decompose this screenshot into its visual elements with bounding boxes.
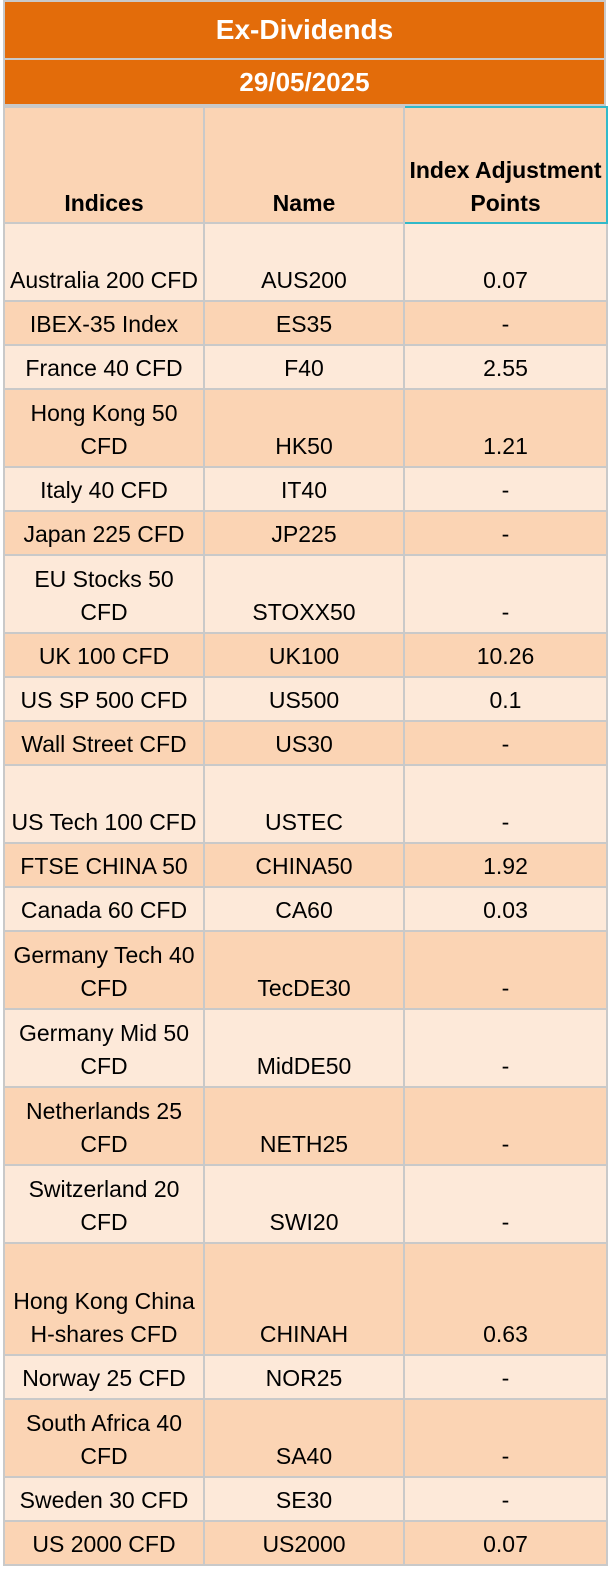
cell-index[interactable]: Sweden 30 CFD: [3, 1476, 205, 1522]
cell-name[interactable]: TecDE30: [203, 930, 405, 1010]
table-row: Canada 60 CFD CA60 0.03: [3, 886, 608, 932]
table-row: Hong Kong 50 CFD HK50 1.21: [3, 388, 608, 468]
table-row: IBEX-35 Index ES35-: [3, 300, 608, 346]
column-header-adjustment-points[interactable]: Index Adjustment Points: [403, 106, 608, 224]
cell-index[interactable]: Hong Kong China H-shares CFD: [3, 1242, 205, 1356]
table-row: Wall Street CFD US30-: [3, 720, 608, 766]
table-row: Netherlands 25 CFD NETH25-: [3, 1086, 608, 1166]
cell-name[interactable]: SE30: [203, 1476, 405, 1522]
cell-name[interactable]: JP225: [203, 510, 405, 556]
column-header-indices[interactable]: Indices: [3, 106, 205, 224]
cell-adjustment-points[interactable]: -: [403, 300, 608, 346]
cell-adjustment-points[interactable]: -: [403, 1476, 608, 1522]
column-header-name[interactable]: Name: [203, 106, 405, 224]
cell-index[interactable]: Italy 40 CFD: [3, 466, 205, 512]
cell-name[interactable]: NOR25: [203, 1354, 405, 1400]
cell-name[interactable]: ES35: [203, 300, 405, 346]
cell-adjustment-points[interactable]: 0.07: [403, 222, 608, 302]
cell-adjustment-points[interactable]: -: [403, 1164, 608, 1244]
cell-name[interactable]: STOXX50: [203, 554, 405, 634]
cell-adjustment-points[interactable]: -: [403, 1008, 608, 1088]
cell-adjustment-points[interactable]: -: [403, 510, 608, 556]
cell-index[interactable]: Australia 200 CFD: [3, 222, 205, 302]
table-header-row: Indices Name Index Adjustment Points: [3, 106, 608, 224]
cell-index[interactable]: IBEX-35 Index: [3, 300, 205, 346]
cell-index[interactable]: Hong Kong 50 CFD: [3, 388, 205, 468]
table-row: EU Stocks 50 CFD STOXX50-: [3, 554, 608, 634]
sheet-date: 29/05/2025: [3, 58, 606, 106]
cell-index[interactable]: UK 100 CFD: [3, 632, 205, 678]
cell-name[interactable]: MidDE50: [203, 1008, 405, 1088]
table-row: Germany Tech 40 CFD TecDE30-: [3, 930, 608, 1010]
cell-name[interactable]: UK100: [203, 632, 405, 678]
table-row: Australia 200 CFD AUS200 0.07: [3, 222, 608, 302]
cell-index[interactable]: Canada 60 CFD: [3, 886, 205, 932]
table-row: Norway 25 CFD NOR25-: [3, 1354, 608, 1400]
cell-adjustment-points[interactable]: -: [403, 1398, 608, 1478]
table-row: Hong Kong China H-shares CFD CHINAH 0.63: [3, 1242, 608, 1356]
cell-name[interactable]: AUS200: [203, 222, 405, 302]
cell-adjustment-points[interactable]: 0.07: [403, 1520, 608, 1566]
table-row: US Tech 100 CFD USTEC -: [3, 764, 608, 844]
cell-name[interactable]: US500: [203, 676, 405, 722]
cell-index[interactable]: Japan 225 CFD: [3, 510, 205, 556]
table-row: UK 100 CFD UK100 10.26: [3, 632, 608, 678]
cell-adjustment-points[interactable]: 10.26: [403, 632, 608, 678]
cell-adjustment-points[interactable]: -: [403, 466, 608, 512]
cell-adjustment-points[interactable]: 1.21: [403, 388, 608, 468]
cell-adjustment-points[interactable]: 0.63: [403, 1242, 608, 1356]
ex-dividends-table: Indices Name Index Adjustment Points Aus…: [3, 106, 608, 1566]
table-row: FTSE CHINA 50 CHINA50 1.92: [3, 842, 608, 888]
cell-index[interactable]: US SP 500 CFD: [3, 676, 205, 722]
cell-index[interactable]: EU Stocks 50 CFD: [3, 554, 205, 634]
cell-index[interactable]: Netherlands 25 CFD: [3, 1086, 205, 1166]
cell-adjustment-points[interactable]: -: [403, 554, 608, 634]
table-row: US SP 500 CFD US500 0.1: [3, 676, 608, 722]
table-row: Switzerland 20 CFD SWI20-: [3, 1164, 608, 1244]
sheet-title: Ex-Dividends: [3, 0, 606, 60]
cell-index[interactable]: Wall Street CFD: [3, 720, 205, 766]
table-row: France 40 CFD F40 2.55: [3, 344, 608, 390]
cell-name[interactable]: F40: [203, 344, 405, 390]
cell-adjustment-points[interactable]: 2.55: [403, 344, 608, 390]
cell-index[interactable]: Switzerland 20 CFD: [3, 1164, 205, 1244]
cell-adjustment-points[interactable]: -: [403, 720, 608, 766]
cell-name[interactable]: HK50: [203, 388, 405, 468]
cell-adjustment-points[interactable]: -: [403, 1086, 608, 1166]
cell-adjustment-points[interactable]: 1.92: [403, 842, 608, 888]
cell-index[interactable]: US 2000 CFD: [3, 1520, 205, 1566]
cell-index[interactable]: South Africa 40 CFD: [3, 1398, 205, 1478]
cell-adjustment-points[interactable]: 0.03: [403, 886, 608, 932]
table-row: Italy 40 CFD IT40-: [3, 466, 608, 512]
cell-index[interactable]: FTSE CHINA 50: [3, 842, 205, 888]
cell-adjustment-points[interactable]: 0.1: [403, 676, 608, 722]
cell-index[interactable]: Germany Tech 40 CFD: [3, 930, 205, 1010]
cell-name[interactable]: SWI20: [203, 1164, 405, 1244]
cell-name[interactable]: NETH25: [203, 1086, 405, 1166]
table-row: US 2000 CFD US2000 0.07: [3, 1520, 608, 1566]
cell-name[interactable]: CA60: [203, 886, 405, 932]
cell-name[interactable]: CHINAH: [203, 1242, 405, 1356]
cell-adjustment-points[interactable]: -: [403, 930, 608, 1010]
cell-name[interactable]: IT40: [203, 466, 405, 512]
cell-name[interactable]: US30: [203, 720, 405, 766]
cell-adjustment-points[interactable]: -: [403, 1354, 608, 1400]
ex-dividends-sheet: Ex-Dividends 29/05/2025 Indices Name Ind…: [3, 0, 608, 1566]
cell-adjustment-points[interactable]: -: [403, 764, 608, 844]
cell-name[interactable]: CHINA50: [203, 842, 405, 888]
cell-name[interactable]: USTEC: [203, 764, 405, 844]
table-row: Germany Mid 50 CFD MidDE50-: [3, 1008, 608, 1088]
table-row: South Africa 40 CFD SA40-: [3, 1398, 608, 1478]
cell-index[interactable]: US Tech 100 CFD: [3, 764, 205, 844]
cell-index[interactable]: Norway 25 CFD: [3, 1354, 205, 1400]
cell-index[interactable]: Germany Mid 50 CFD: [3, 1008, 205, 1088]
table-row: Japan 225 CFD JP225-: [3, 510, 608, 556]
cell-index[interactable]: France 40 CFD: [3, 344, 205, 390]
cell-name[interactable]: SA40: [203, 1398, 405, 1478]
cell-name[interactable]: US2000: [203, 1520, 405, 1566]
table-row: Sweden 30 CFD SE30-: [3, 1476, 608, 1522]
